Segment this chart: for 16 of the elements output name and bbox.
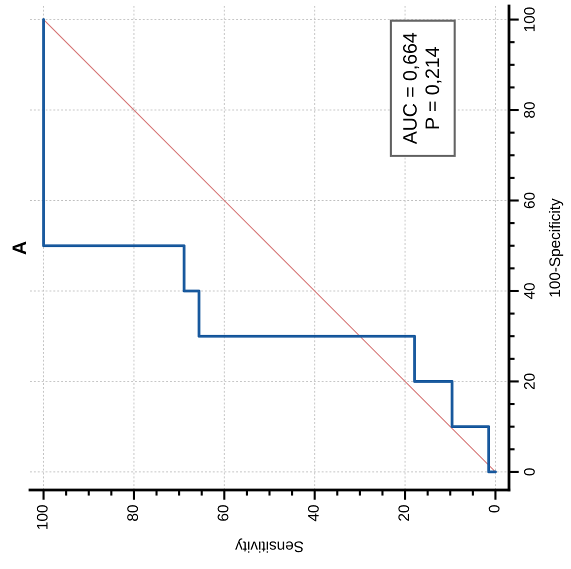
y-tick-label: 0 bbox=[524, 468, 535, 476]
y-tick-label: 60 bbox=[524, 192, 535, 208]
y-tick-label: 100 bbox=[524, 7, 535, 32]
x-tick-label: 0 bbox=[488, 505, 500, 512]
x-tick-label: 60 bbox=[218, 505, 228, 521]
y-axis-title: 100-Specificity bbox=[548, 198, 564, 297]
text: A bbox=[12, 241, 26, 255]
x-tick-label: 80 bbox=[127, 505, 138, 521]
x-tick-label: 100 bbox=[36, 505, 48, 529]
x-axis-title: Sensitivity bbox=[235, 538, 304, 553]
x-tick-label: 40 bbox=[308, 505, 319, 522]
y-tick-label: 40 bbox=[524, 283, 535, 300]
annotation: AUC = 0,664 P = 0,214 bbox=[403, 32, 442, 144]
x-tick-label: 20 bbox=[398, 505, 410, 521]
y-tick-label: 20 bbox=[524, 374, 535, 390]
y-tick-label: 80 bbox=[524, 102, 535, 118]
